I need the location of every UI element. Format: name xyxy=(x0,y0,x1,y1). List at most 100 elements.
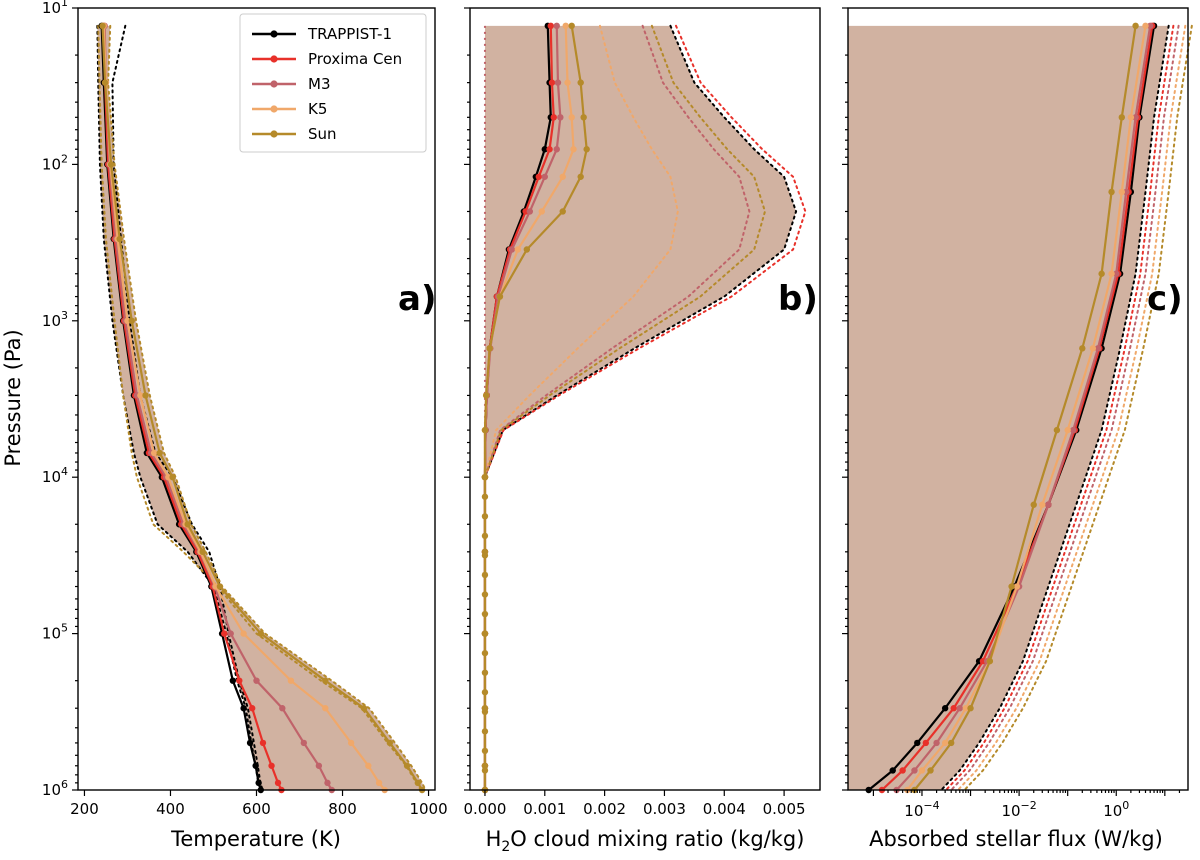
panel-a-point-K5 xyxy=(137,392,144,399)
panel-a-point-K5 xyxy=(365,762,372,769)
panel-a-point-Sun xyxy=(216,583,224,590)
xtick-label: 10−2 xyxy=(1001,799,1036,820)
panel-c-point-K5 xyxy=(918,767,926,774)
panel-b-point-TRAPPIST-1 xyxy=(541,146,548,153)
legend-label: Sun xyxy=(308,125,337,143)
panel-b-point-M3 xyxy=(526,208,534,215)
panel-c-point-M3 xyxy=(1094,345,1102,352)
panel-a-letter: a) xyxy=(398,279,436,319)
legend-marker-Proxima Cen xyxy=(270,55,278,63)
legend-label: Proxima Cen xyxy=(308,50,402,68)
panel-c-absorbed-flux: 10−4 10−2 100 xyxy=(842,7,1193,820)
xtick-label: 0.002 xyxy=(583,800,626,818)
panel-c-point-Sun xyxy=(1079,345,1086,352)
xtick-label: 100 xyxy=(1103,799,1129,820)
panel-b-point-Sun xyxy=(481,552,489,559)
ytick-label: 106 xyxy=(42,778,68,799)
panel-c-point-M3 xyxy=(933,739,940,747)
panel-c-envelope-M3 xyxy=(950,24,1180,791)
ytick-label: 101 xyxy=(42,0,68,17)
panel-a-point-TRAPPIST-1 xyxy=(255,779,262,787)
panel-b-point-Sun xyxy=(577,79,584,86)
panel-a-point-Proxima Cen xyxy=(221,630,228,637)
xtick-label: 0.003 xyxy=(643,800,686,818)
panel-c-point-K5 xyxy=(962,705,970,712)
panel-b-point-Sun xyxy=(523,246,531,253)
panel-a-point-Sun xyxy=(360,705,368,712)
panel-b-spread-band xyxy=(484,25,797,790)
panel-c-point-M3 xyxy=(1122,188,1130,196)
panel-a-temperature: 200 400 600 800 1000 xyxy=(70,7,448,818)
panel-a-point-Proxima Cen xyxy=(274,779,282,787)
panel-b-point-Sun xyxy=(481,708,489,715)
panel-a-point-M3 xyxy=(227,630,234,637)
panel-c-envelope-K5 xyxy=(956,24,1187,791)
xtick-label: 400 xyxy=(156,800,185,818)
panel-b-point-Sun xyxy=(481,591,489,598)
panel-c-point-Proxima Cen xyxy=(899,767,906,774)
panel-c-point-Sun xyxy=(986,657,994,665)
xtick-label: 1000 xyxy=(409,800,447,818)
panel-c-point-Sun xyxy=(1008,583,1015,590)
panel-b-point-Sun xyxy=(559,208,566,215)
panel-c-point-Proxima Cen xyxy=(922,739,930,747)
panel-a-point-TRAPPIST-1 xyxy=(252,762,259,769)
panel-a-point-Sun xyxy=(184,521,191,528)
panel-a-envelope-TRAPPIST-1 xyxy=(111,24,264,791)
panel-b-point-K5 xyxy=(562,22,569,30)
panel-a-line-K5 xyxy=(102,25,386,791)
panel-c-point-TRAPPIST-1 xyxy=(914,739,921,747)
panel-b-point-Proxima Cen xyxy=(550,114,557,121)
panel-a-point-Sun xyxy=(169,474,176,481)
panel-c-letter: c) xyxy=(1147,279,1183,319)
panel-a-point-Sun xyxy=(403,762,411,769)
panel-c-envelope-Proxima Cen xyxy=(945,24,1175,791)
panel-b-point-Sun xyxy=(496,293,504,300)
panel-b-point-Sun xyxy=(481,493,489,500)
panel-b-cloud-mixing-ratio: 0.000 0.001 0.002 0.003 0.004 0.005 xyxy=(463,7,821,818)
panel-a-point-K5 xyxy=(150,449,158,457)
panel-b-point-Sun xyxy=(481,571,489,579)
ytick-label: 104 xyxy=(42,465,68,486)
panel-b-point-Sun xyxy=(481,767,489,774)
panel-b-point-Sun xyxy=(481,689,489,696)
panel-c-point-Sun xyxy=(1053,426,1061,434)
panel-b-letter: b) xyxy=(778,279,818,319)
panel-c-point-M3 xyxy=(1147,22,1154,30)
panel-a-xlabel: Temperature (K) xyxy=(170,827,341,851)
panel-b-point-K5 xyxy=(538,208,545,215)
legend: TRAPPIST-1 Proxima Cen M3 K5 Sun xyxy=(239,13,427,153)
legend-label: TRAPPIST-1 xyxy=(307,25,392,43)
panel-c-point-Sun xyxy=(967,705,974,712)
panel-a-point-K5 xyxy=(347,739,355,747)
panel-b-point-Sun xyxy=(481,747,489,755)
ytick-label: 103 xyxy=(42,309,68,330)
xtick-label: 800 xyxy=(328,800,357,818)
panel-c-envelope-TRAPPIST-1 xyxy=(940,24,1170,791)
panel-a-point-Sun xyxy=(386,739,394,747)
panel-a-point-Sun xyxy=(107,161,115,168)
panel-a-point-TRAPPIST-1 xyxy=(240,705,247,712)
panel-a-line-M3 xyxy=(103,25,333,791)
panel-c-envelope-Sun xyxy=(963,24,1193,791)
panel-c-xlabel: Absorbed stellar flux (W/kg) xyxy=(869,827,1163,851)
panel-b-point-M3 xyxy=(554,79,562,86)
panel-a-point-TRAPPIST-1 xyxy=(246,739,254,747)
panel-b-point-M3 xyxy=(557,114,564,121)
panel-c-point-K5 xyxy=(1039,501,1046,508)
panel-c-point-M3 xyxy=(911,767,918,774)
xtick-label: 0.005 xyxy=(763,800,806,818)
panel-b-point-M3 xyxy=(541,173,548,180)
panel-c-spread-band xyxy=(848,25,1169,790)
panel-a-point-M3 xyxy=(300,739,308,747)
panel-a-point-Proxima Cen xyxy=(259,739,267,747)
panel-a-point-Sun xyxy=(128,317,135,324)
legend-marker-K5 xyxy=(270,105,278,113)
panel-b-point-Sun xyxy=(482,392,490,399)
xtick-label: 10−4 xyxy=(904,799,939,820)
panel-b-point-K5 xyxy=(514,246,522,253)
panel-c-point-M3 xyxy=(1070,426,1077,434)
panel-c-point-M3 xyxy=(956,705,963,712)
panel-b-point-Sun xyxy=(481,728,489,735)
panel-a-point-Sun xyxy=(116,235,123,243)
